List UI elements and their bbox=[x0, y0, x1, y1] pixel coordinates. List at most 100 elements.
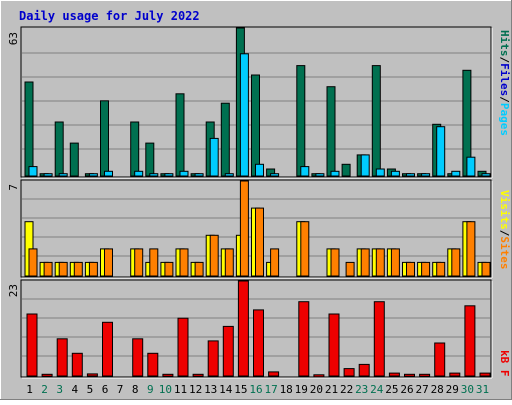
bar-kbytes-day-6 bbox=[102, 321, 113, 377]
bar-files-day-21 bbox=[330, 170, 340, 177]
day-label: 1 bbox=[26, 383, 33, 396]
day-label: 18 bbox=[280, 383, 293, 396]
bar-kbytes-day-14 bbox=[222, 325, 234, 377]
bar-visits-day-12 bbox=[194, 261, 204, 277]
day-label: 11 bbox=[174, 383, 187, 396]
day-label: 30 bbox=[461, 383, 474, 396]
bar-kbytes-day-8 bbox=[132, 338, 144, 377]
chart-title: Daily usage for July 2022 bbox=[19, 9, 200, 23]
bar-files-day-9 bbox=[149, 173, 159, 177]
ymax-label-hits: 63 bbox=[7, 32, 20, 45]
bar-kbytes-day-9 bbox=[147, 352, 159, 377]
day-label: 10 bbox=[159, 383, 172, 396]
day-label: 14 bbox=[219, 383, 233, 396]
bar-kbytes-day-28 bbox=[434, 342, 446, 377]
day-label: 29 bbox=[446, 383, 459, 396]
bar-files-day-6 bbox=[104, 170, 113, 177]
bar-files-day-11 bbox=[179, 170, 189, 177]
legend-item: / bbox=[498, 96, 511, 103]
bar-kbytes-day-11 bbox=[177, 317, 189, 377]
legend-item: / bbox=[498, 57, 511, 64]
bar-visits-day-1 bbox=[28, 248, 38, 277]
bar-files-day-19 bbox=[300, 166, 310, 177]
bar-visits-day-8 bbox=[134, 248, 144, 277]
day-label: 25 bbox=[385, 383, 398, 396]
bar-visits-day-14 bbox=[224, 248, 234, 277]
bar-files-day-28 bbox=[436, 126, 446, 177]
bar-hits-day-16 bbox=[251, 74, 260, 177]
bar-files-day-2 bbox=[43, 173, 53, 177]
day-label: 7 bbox=[117, 383, 124, 396]
bar-files-day-8 bbox=[134, 170, 144, 177]
bar-files-day-27 bbox=[421, 173, 431, 177]
day-label: 28 bbox=[431, 383, 444, 396]
bar-files-day-24 bbox=[375, 168, 385, 177]
bar-kbytes-day-29 bbox=[449, 372, 461, 377]
day-label: 13 bbox=[204, 383, 217, 396]
bar-files-day-16 bbox=[255, 163, 264, 177]
bar-kbytes-day-13 bbox=[207, 340, 219, 377]
ymax-label-sites: 7 bbox=[7, 184, 20, 191]
day-label: 12 bbox=[189, 383, 202, 396]
day-labels: 1 2 3 4 5 6 7 8 9 10 11 12 13 14 15 16 17 18 19 20 21 22 23 24 2… bbox=[26, 383, 489, 396]
bar-visits-day-2 bbox=[43, 261, 53, 277]
day-label: 8 bbox=[132, 383, 139, 396]
bar-hits-day-22 bbox=[341, 163, 351, 177]
bar-files-day-1 bbox=[28, 166, 38, 177]
day-label: 6 bbox=[102, 383, 109, 396]
day-label: 17 bbox=[264, 383, 277, 396]
bar-visits-day-30 bbox=[466, 221, 476, 277]
bar-kbytes-day-12 bbox=[192, 373, 204, 377]
bar-files-day-13 bbox=[209, 137, 219, 177]
legend-item: Sites bbox=[498, 236, 511, 269]
bar-visits-day-15 bbox=[239, 180, 249, 277]
bar-kbytes-day-1 bbox=[26, 313, 38, 377]
bar-kbytes-day-22 bbox=[343, 368, 355, 377]
bar-files-day-25 bbox=[390, 170, 400, 177]
bar-kbytes-day-24 bbox=[373, 301, 385, 377]
bar-kbytes-day-31 bbox=[479, 372, 491, 377]
day-label: 20 bbox=[310, 383, 323, 396]
bar-files-day-12 bbox=[194, 173, 204, 177]
day-label: 31 bbox=[476, 383, 489, 396]
bar-visits-day-11 bbox=[179, 248, 189, 277]
bar-files-day-31 bbox=[481, 173, 491, 177]
bar-visits-day-16 bbox=[255, 207, 264, 277]
bar-visits-day-31 bbox=[481, 261, 491, 277]
legend-item: Visits bbox=[498, 190, 511, 230]
legend-hits-files-pages: Hits/Files/Pages bbox=[498, 30, 511, 136]
bar-visits-day-25 bbox=[390, 248, 400, 277]
day-label: 24 bbox=[370, 383, 384, 396]
bar-hits-day-24 bbox=[371, 65, 381, 177]
bar-visits-day-21 bbox=[330, 248, 340, 277]
bar-hits-day-6 bbox=[100, 100, 109, 177]
bar-hits-day-1 bbox=[24, 81, 34, 177]
bar-hits-day-19 bbox=[296, 65, 306, 177]
bar-kbytes-day-15 bbox=[237, 280, 249, 377]
legend-item: Hits bbox=[498, 30, 511, 57]
bar-visits-day-29 bbox=[451, 248, 461, 277]
bar-hits-day-8 bbox=[130, 121, 140, 177]
legend-item: / bbox=[498, 230, 511, 237]
bar-files-day-10 bbox=[164, 173, 174, 177]
bar-visits-day-23 bbox=[360, 248, 370, 277]
bar-hits-day-9 bbox=[145, 142, 155, 177]
bar-files-day-30 bbox=[466, 156, 476, 177]
day-label: 9 bbox=[147, 383, 154, 396]
bar-files-day-20 bbox=[315, 173, 325, 177]
bar-files-day-29 bbox=[451, 170, 461, 177]
bars bbox=[24, 27, 491, 378]
bar-visits-day-27 bbox=[421, 261, 431, 277]
bar-visits-day-3 bbox=[58, 261, 68, 277]
bar-kbytes-day-3 bbox=[56, 338, 68, 377]
bar-visits-day-5 bbox=[88, 261, 98, 277]
bar-files-day-15 bbox=[239, 53, 249, 177]
day-label: 23 bbox=[355, 383, 368, 396]
bar-files-day-23 bbox=[360, 154, 370, 177]
bar-visits-day-24 bbox=[375, 248, 385, 277]
bar-files-day-3 bbox=[58, 173, 68, 177]
legend-kbytes: kB F bbox=[498, 350, 511, 377]
